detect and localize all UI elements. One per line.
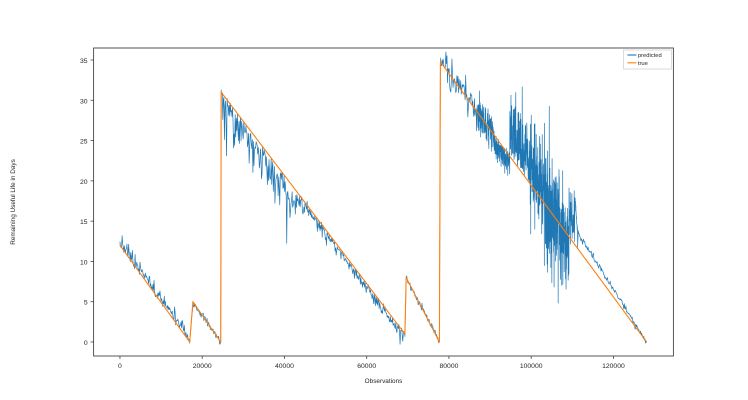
svg-text:15: 15 bbox=[80, 219, 88, 226]
svg-text:25: 25 bbox=[80, 139, 88, 146]
svg-text:0: 0 bbox=[118, 363, 122, 370]
svg-text:60000: 60000 bbox=[357, 363, 376, 370]
svg-text:5: 5 bbox=[84, 300, 88, 307]
svg-text:Observations: Observations bbox=[365, 378, 403, 385]
svg-text:predicted: predicted bbox=[638, 53, 662, 59]
svg-text:true: true bbox=[638, 61, 648, 67]
svg-text:20000: 20000 bbox=[193, 363, 212, 370]
svg-text:35: 35 bbox=[80, 58, 88, 65]
svg-text:10: 10 bbox=[80, 259, 88, 266]
svg-text:40000: 40000 bbox=[275, 363, 294, 370]
svg-text:0: 0 bbox=[84, 340, 88, 347]
svg-text:80000: 80000 bbox=[439, 363, 458, 370]
svg-text:20: 20 bbox=[80, 179, 88, 186]
svg-text:30: 30 bbox=[80, 98, 88, 105]
svg-text:Remaining Useful Life in Days: Remaining Useful Life in Days bbox=[10, 159, 17, 245]
svg-text:100000: 100000 bbox=[520, 363, 543, 370]
svg-text:120000: 120000 bbox=[602, 363, 625, 370]
